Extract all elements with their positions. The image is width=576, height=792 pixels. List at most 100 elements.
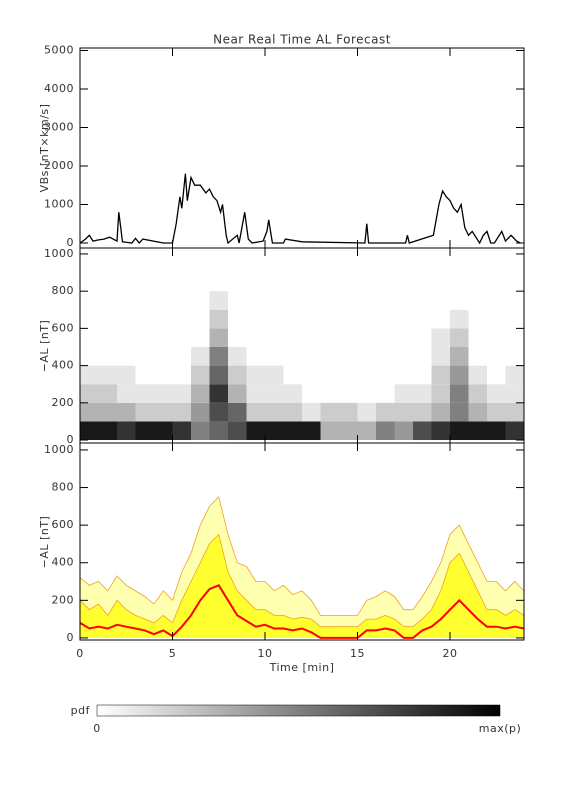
heatmap-cell — [302, 365, 321, 385]
x-tick-label: 5 — [169, 647, 177, 660]
heatmap-cell — [376, 291, 395, 310]
heatmap-cell — [172, 328, 191, 347]
heatmap-cell — [228, 328, 247, 347]
heatmap-cell — [302, 384, 321, 403]
x-tick-label: 15 — [350, 647, 365, 660]
heatmap-cell — [376, 421, 395, 441]
heatmap-cell — [320, 346, 339, 366]
heatmap-cell — [191, 346, 210, 366]
heatmap-cell — [80, 291, 99, 310]
y-tick-label: 200 — [52, 396, 75, 409]
heatmap-cell — [98, 346, 117, 366]
heatmap-cell — [431, 328, 450, 347]
heatmap-cell — [394, 421, 413, 441]
heatmap-cell — [172, 402, 191, 422]
colorbar-tick-label: 0 — [93, 722, 101, 735]
heatmap-cell — [320, 384, 339, 403]
heatmap-cell — [376, 346, 395, 366]
heatmap-cell — [265, 384, 284, 403]
heatmap-cell — [98, 328, 117, 347]
heatmap-cell — [487, 421, 506, 441]
heatmap-cell — [468, 346, 487, 366]
heatmap-cell — [265, 328, 284, 347]
heatmap-cell — [468, 365, 487, 385]
colorbar — [96, 704, 501, 717]
panel: 0 200 400 600 800 1000 — [44, 247, 525, 446]
heatmap-cell — [98, 402, 117, 422]
heatmap-cell — [265, 421, 284, 441]
heatmap-cell — [505, 328, 524, 347]
heatmap-cell — [283, 365, 302, 385]
heatmap-cell — [154, 365, 173, 385]
heatmap-cell — [246, 346, 265, 366]
heatmap-cell — [80, 328, 99, 347]
y-axis-label: −AL [nT] — [38, 516, 51, 569]
heatmap-cell — [302, 291, 321, 310]
heatmap-cell — [339, 402, 358, 422]
heatmap-cell — [117, 384, 136, 403]
heatmap-cell — [450, 291, 469, 310]
heatmap-cell — [209, 421, 228, 441]
heatmap-cell — [265, 346, 284, 366]
heatmap-cell — [209, 291, 228, 310]
heatmap-cell — [339, 384, 358, 403]
heatmap-cell — [505, 291, 524, 310]
heatmap-cell — [283, 328, 302, 347]
heatmap-cell — [80, 309, 99, 329]
heatmap-cell — [172, 421, 191, 441]
heatmap-cell — [394, 384, 413, 403]
heatmap-cell — [246, 328, 265, 347]
heatmap-cell — [505, 402, 524, 422]
y-tick-label: 400 — [52, 556, 75, 569]
heatmap-cell — [487, 309, 506, 329]
heatmap-cell — [80, 384, 99, 403]
heatmap-cell — [413, 384, 432, 403]
y-tick-label: 3000 — [44, 120, 74, 133]
heatmap-cell — [450, 421, 469, 441]
heatmap-cell — [413, 309, 432, 329]
heatmap-cell — [468, 421, 487, 441]
heatmap-cell — [357, 346, 376, 366]
heatmap-cell — [487, 346, 506, 366]
heatmap-cell — [450, 402, 469, 422]
plot-frame — [79, 442, 525, 641]
heatmap-cell — [302, 402, 321, 422]
heatmap-cell — [283, 309, 302, 329]
y-tick-label: 0 — [67, 236, 75, 249]
heatmap-cell — [431, 384, 450, 403]
heatmap-cell — [135, 328, 154, 347]
y-tick-label: 0 — [67, 433, 75, 446]
heatmap-cell — [135, 421, 154, 441]
y-tick-label: 600 — [52, 321, 75, 334]
heatmap-cell — [339, 291, 358, 310]
heatmap-cell — [154, 384, 173, 403]
heatmap-cell — [468, 309, 487, 329]
band-area — [80, 534, 524, 638]
heatmap-cell — [135, 402, 154, 422]
heatmap-cell — [228, 421, 247, 441]
heatmap-cell — [431, 309, 450, 329]
y-tick-label: 600 — [52, 518, 75, 531]
heatmap-cell — [413, 328, 432, 347]
panel: 0 1000 2000 3000 4000 5000 — [44, 44, 525, 249]
heatmap-cell — [98, 365, 117, 385]
y-axis-label: −AL [nT] — [38, 320, 51, 373]
heatmap-cell — [339, 328, 358, 347]
heatmap-cell — [228, 365, 247, 385]
heatmap-cell — [172, 309, 191, 329]
heatmap-cell — [80, 402, 99, 422]
heatmap-cell — [487, 402, 506, 422]
heatmap-cell — [154, 346, 173, 366]
y-tick-label: 200 — [52, 593, 75, 606]
heatmap-cell — [191, 402, 210, 422]
heatmap-cell — [339, 309, 358, 329]
heatmap-cell — [450, 384, 469, 403]
heatmap-cell — [117, 365, 136, 385]
heatmap-cell — [320, 402, 339, 422]
heatmap-cell — [413, 291, 432, 310]
heatmap-cell — [431, 421, 450, 441]
heatmap-cell — [505, 365, 524, 385]
y-tick-label: 4000 — [44, 82, 74, 95]
heatmap-cell — [135, 346, 154, 366]
heatmap-cell — [320, 365, 339, 385]
